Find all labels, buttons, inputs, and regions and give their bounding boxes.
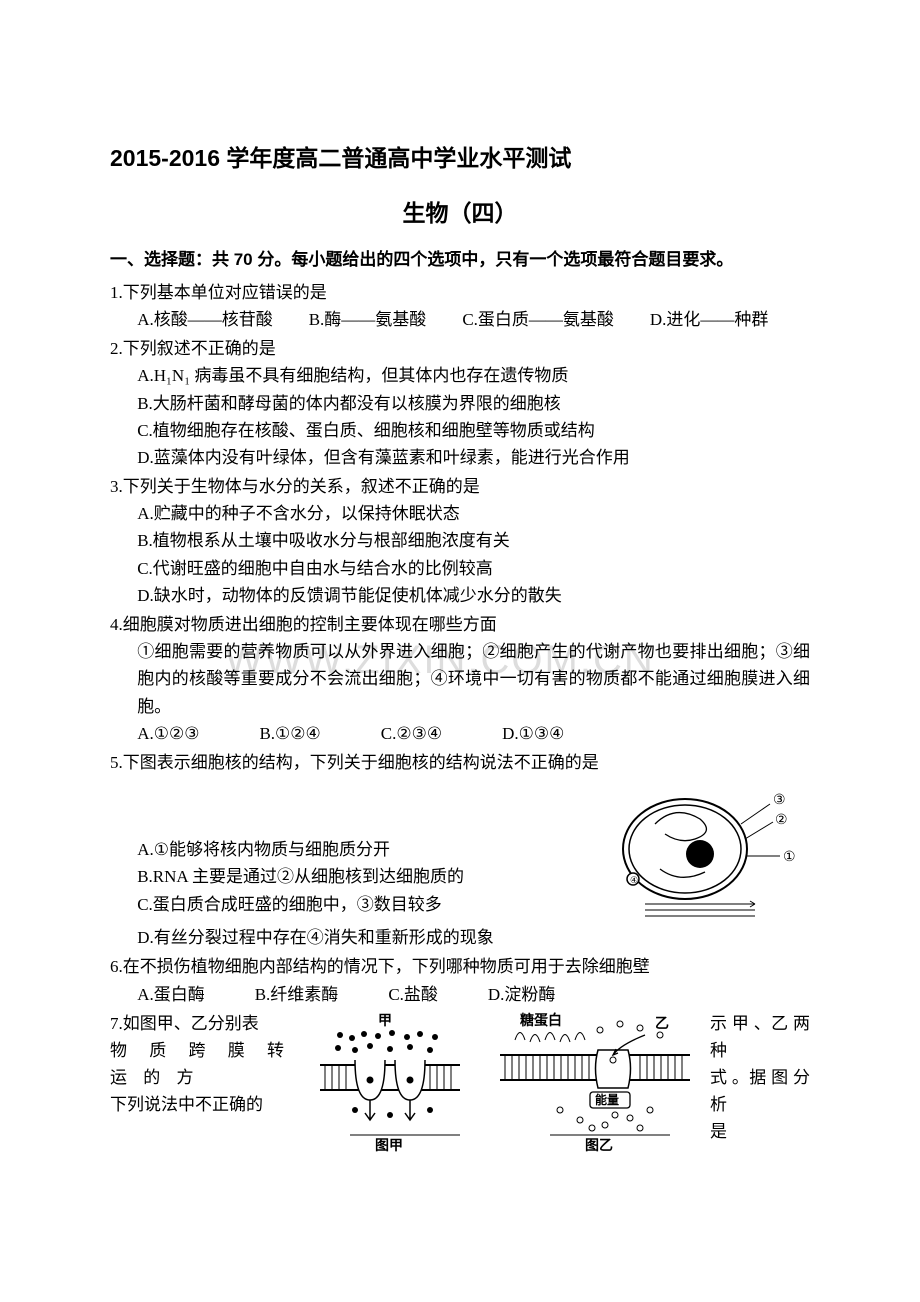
q7-right-1: 示 甲 、乙 两 种 [710,1010,810,1064]
q4-opt-d: D.①③④ [502,720,564,747]
q2-opt-b: B.大肠杆菌和酵母菌的体内都没有以核膜为界限的细胞核 [110,390,810,417]
q3-opt-c: C.代谢旺盛的细胞中自由水与结合水的比例较高 [110,555,810,582]
question-7: 7.如图甲、乙分别表 物 质 跨 膜 转 运 的 方 下列说法中不正确的 甲 [110,1010,810,1168]
fig-label-tangdanbai: 糖蛋白 [520,1012,562,1029]
q2-opt-c: C.植物细胞存在核酸、蛋白质、细胞核和细胞壁等物质或结构 [110,417,810,444]
fig-label-2: ② [775,813,788,828]
fig-label-jia: 甲 [378,1013,392,1029]
question-3: 3.下列关于生物体与水分的关系，叙述不正确的是 A.贮藏中的种子不含水分，以保持… [110,473,810,609]
q4-opt-b: B.①②④ [259,720,320,747]
q2-stem: 2.下列叙述不正确的是 [110,335,810,362]
q3-stem: 3.下列关于生物体与水分的关系，叙述不正确的是 [110,473,810,500]
fig-label-tuyi: 图乙 [585,1138,613,1154]
q4-opt-c: C.②③④ [381,720,442,747]
q6-opt-c: C.盐酸 [388,981,438,1008]
membrane-figure: 甲 [298,1010,702,1160]
q4-desc: ①细胞需要的营养物质可以从外界进入细胞；②细胞产生的代谢产物也要排出细胞；③细胞… [110,638,810,720]
q6-opt-b: B.纤维素酶 [255,981,339,1008]
fig-label-nengliang: 能量 [595,1092,619,1107]
q1-opt-d: D.进化——种群 [650,306,769,333]
q6-opt-d: D.淀粉酶 [488,981,556,1008]
fig-label-3: ③ [773,793,786,808]
q7-right-3: 是 [710,1118,810,1145]
q4-stem: 4.细胞膜对物质进出细胞的控制主要体现在哪些方面 [110,611,810,638]
q6-opt-a: A.蛋白酶 [137,981,205,1008]
q5-opt-d: D.有丝分裂过程中存在④消失和重新形成的现象 [110,924,810,951]
q7-left-2: 物 质 跨 膜 转 运 的 方 [110,1037,290,1091]
q3-opt-d: D.缺水时，动物体的反馈调节能促使机体减少水分的散失 [110,582,810,609]
q1-opt-b: B.酶——氨基酸 [309,306,427,333]
title-sub: 生物（四） [110,195,810,232]
q6-stem: 6.在不损伤植物细胞内部结构的情况下，下列哪种物质可用于去除细胞壁 [110,953,810,980]
q2-opt-d: D.蓝藻体内没有叶绿体，但含有藻蓝素和叶绿素，能进行光合作用 [110,444,810,471]
q2-opt-a: A.H₁N₁ 病毒虽不具有细胞结构，但其体内也存在遗传物质 [110,362,810,389]
section-instructions: 一、选择题：共 70 分。每小题给出的四个选项中，只有一个选项最符合题目要求。 [110,246,810,273]
q4-opt-a: A.①②③ [137,720,199,747]
question-1: 1.下列基本单位对应错误的是 A.核酸——核苷酸 B.酶——氨基酸 C.蛋白质—… [110,279,810,333]
question-4: 4.细胞膜对物质进出细胞的控制主要体现在哪些方面 ①细胞需要的营养物质可以从外界… [110,611,810,747]
fig-label-yi: 乙 [655,1016,669,1032]
question-5: 5.下图表示细胞核的结构，下列关于细胞核的结构说法不正确的是 ④ ③ ② ① A… [110,749,810,951]
q1-opt-a: A.核酸——核苷酸 [137,306,273,333]
question-6: 6.在不损伤植物细胞内部结构的情况下，下列哪种物质可用于去除细胞壁 A.蛋白酶 … [110,953,810,1007]
q1-stem: 1.下列基本单位对应错误的是 [110,279,810,306]
q3-opt-b: B.植物根系从土壤中吸收水分与根部细胞浓度有关 [110,527,810,554]
q7-left-1: 7.如图甲、乙分别表 [110,1010,290,1037]
q5-stem: 5.下图表示细胞核的结构，下列关于细胞核的结构说法不正确的是 [110,749,810,776]
q1-opt-c: C.蛋白质——氨基酸 [462,306,614,333]
question-2: 2.下列叙述不正确的是 A.H₁N₁ 病毒虽不具有细胞结构，但其体内也存在遗传物… [110,335,810,471]
q3-opt-a: A.贮藏中的种子不含水分，以保持休眠状态 [110,500,810,527]
q7-right-2: 式 。据 图 分 析 [710,1064,810,1118]
fig-label-1: ① [783,850,796,865]
q7-left-3: 下列说法中不正确的 [110,1091,290,1118]
nucleus-figure: ④ ③ ② ① [605,784,810,924]
fig-label-tujia: 图甲 [375,1138,403,1154]
title-main: 2015-2016 学年度高二普通高中学业水平测试 [110,140,810,177]
fig-label-4: ④ [630,875,638,885]
